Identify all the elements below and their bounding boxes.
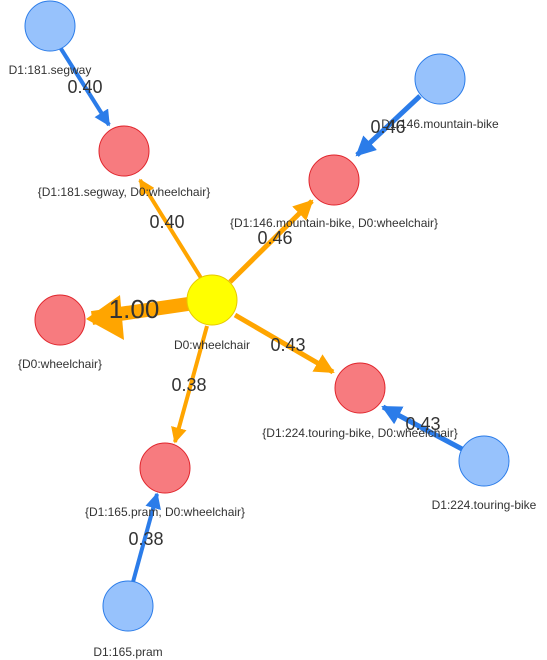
- node-center-label: D0:wheelchair: [174, 338, 250, 352]
- edge-mtb-leaf-label: 0.46: [370, 117, 405, 137]
- node-pram-combo[interactable]: [139, 442, 191, 494]
- node-pram-label: D1:165.pram: [93, 645, 162, 659]
- node-pram-combo-label: {D1:165.pram, D0:wheelchair}: [85, 505, 245, 519]
- edge-center-to-touring-label: 0.43: [270, 335, 305, 355]
- edge-mtb-leaf[interactable]: [355, 94, 422, 157]
- node-touring-label: D1:224.touring-bike: [432, 498, 537, 512]
- edge-center-to-pram-label: 0.38: [171, 375, 206, 395]
- node-mtb[interactable]: [414, 53, 466, 105]
- edge-touring-leaf[interactable]: [381, 404, 464, 452]
- edge-center-to-touring[interactable]: [233, 312, 335, 375]
- edge-pram-leaf-label: 0.38: [128, 529, 163, 549]
- edge-center-to-segway[interactable]: [138, 178, 203, 280]
- edge-segway-leaf[interactable]: [56, 42, 111, 127]
- edge-center-to-segway-label: 0.40: [149, 212, 184, 232]
- edge-center-to-self-label: 1.00: [109, 294, 160, 324]
- edge-segway-leaf-label: 0.40: [67, 77, 102, 97]
- edge-pram-leaf[interactable]: [131, 492, 161, 583]
- node-mtb-combo-label: {D1:146.mountain-bike, D0:wheelchair}: [230, 216, 438, 230]
- node-segway[interactable]: [24, 0, 76, 52]
- node-segway-label: D1:181.segway: [9, 63, 92, 77]
- node-center[interactable]: [186, 274, 238, 326]
- node-self[interactable]: [34, 294, 86, 346]
- node-pram[interactable]: [102, 580, 154, 632]
- edge-touring-leaf-label: 0.43: [405, 414, 440, 434]
- edge-center-to-mtb[interactable]: [228, 199, 314, 284]
- edge-center-to-self-arrowhead: [86, 295, 124, 340]
- edge-center-to-pram[interactable]: [171, 325, 209, 444]
- node-segway-combo[interactable]: [98, 125, 150, 177]
- node-self-label: {D0:wheelchair}: [18, 357, 102, 371]
- node-mtb-label: D1:146.mountain-bike: [381, 117, 499, 131]
- node-touring-combo[interactable]: [334, 362, 386, 414]
- node-touring-combo-label: {D1:224.touring-bike, D0:wheelchair}: [262, 426, 457, 440]
- node-mtb-combo[interactable]: [308, 154, 360, 206]
- edge-center-to-mtb-label: 0.46: [257, 228, 292, 248]
- node-segway-combo-label: {D1:181.segway, D0:wheelchair}: [38, 185, 211, 199]
- node-touring[interactable]: [458, 435, 510, 487]
